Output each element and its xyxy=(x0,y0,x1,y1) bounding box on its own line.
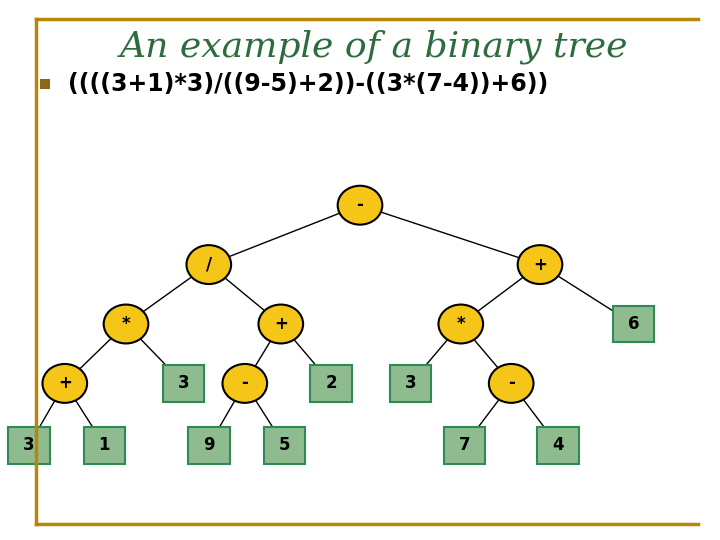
Text: 7: 7 xyxy=(459,436,470,455)
Text: /: / xyxy=(206,255,212,274)
FancyBboxPatch shape xyxy=(390,365,431,402)
Ellipse shape xyxy=(489,364,534,403)
Text: +: + xyxy=(533,255,547,274)
Ellipse shape xyxy=(104,305,148,343)
FancyBboxPatch shape xyxy=(264,427,305,464)
Text: 3: 3 xyxy=(178,374,189,393)
Ellipse shape xyxy=(186,245,231,284)
Ellipse shape xyxy=(222,364,267,403)
Text: -: - xyxy=(241,374,248,393)
Ellipse shape xyxy=(338,186,382,225)
Text: *: * xyxy=(122,315,130,333)
Text: +: + xyxy=(274,315,288,333)
Text: 1: 1 xyxy=(99,436,110,455)
Text: 6: 6 xyxy=(628,315,639,333)
Ellipse shape xyxy=(438,305,483,343)
FancyBboxPatch shape xyxy=(613,306,654,342)
Text: 5: 5 xyxy=(279,436,290,455)
FancyBboxPatch shape xyxy=(310,365,352,402)
Text: 3: 3 xyxy=(23,436,35,455)
Ellipse shape xyxy=(42,364,87,403)
FancyBboxPatch shape xyxy=(163,365,204,402)
Ellipse shape xyxy=(258,305,303,343)
Ellipse shape xyxy=(518,245,562,284)
Text: -: - xyxy=(356,196,364,214)
FancyBboxPatch shape xyxy=(84,427,125,464)
FancyBboxPatch shape xyxy=(8,427,50,464)
Text: *: * xyxy=(456,315,465,333)
Text: 4: 4 xyxy=(552,436,564,455)
Text: +: + xyxy=(58,374,72,393)
FancyBboxPatch shape xyxy=(40,79,50,89)
FancyBboxPatch shape xyxy=(444,427,485,464)
Text: 3: 3 xyxy=(405,374,416,393)
FancyBboxPatch shape xyxy=(188,427,230,464)
Text: An example of a binary tree: An example of a binary tree xyxy=(120,30,629,64)
Text: 9: 9 xyxy=(203,436,215,455)
Text: ((((3+1)*3)/((9-5)+2))-((3*(7-4))+6)): ((((3+1)*3)/((9-5)+2))-((3*(7-4))+6)) xyxy=(68,72,549,96)
Text: 2: 2 xyxy=(325,374,337,393)
Text: -: - xyxy=(508,374,515,393)
FancyBboxPatch shape xyxy=(537,427,579,464)
